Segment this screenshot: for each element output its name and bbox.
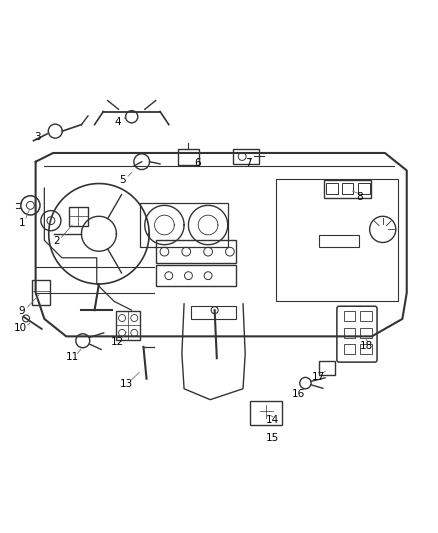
Text: 9: 9 — [18, 306, 25, 316]
Text: 3: 3 — [35, 132, 41, 142]
Bar — [342, 183, 353, 195]
Bar — [360, 311, 372, 321]
Bar — [360, 344, 372, 354]
Text: 15: 15 — [265, 433, 279, 442]
Text: 12: 12 — [111, 337, 124, 346]
Text: 2: 2 — [53, 236, 60, 246]
Text: 11: 11 — [66, 352, 79, 362]
Bar — [324, 180, 371, 198]
Bar — [250, 400, 283, 425]
Bar — [177, 149, 199, 165]
Bar — [155, 240, 237, 263]
Bar — [69, 207, 88, 226]
Bar — [344, 311, 355, 321]
Text: 13: 13 — [120, 378, 133, 389]
Text: 17: 17 — [312, 372, 325, 382]
Bar — [326, 183, 338, 195]
Text: 5: 5 — [119, 175, 125, 185]
Text: 1: 1 — [18, 218, 25, 228]
Bar — [233, 149, 259, 164]
Bar — [32, 280, 49, 305]
Text: 14: 14 — [265, 415, 279, 425]
Bar — [319, 361, 335, 375]
Bar — [116, 311, 141, 340]
Text: 8: 8 — [356, 192, 363, 201]
Text: 18: 18 — [360, 341, 373, 351]
Bar — [155, 265, 237, 286]
Text: 16: 16 — [292, 389, 305, 399]
Bar — [141, 203, 228, 247]
Text: 6: 6 — [195, 158, 201, 168]
Bar — [344, 328, 355, 338]
Bar — [191, 306, 237, 319]
Bar — [360, 328, 372, 338]
Bar — [358, 183, 370, 195]
Text: 10: 10 — [14, 324, 27, 334]
Text: 4: 4 — [114, 117, 121, 126]
Bar — [344, 344, 355, 354]
Text: 7: 7 — [245, 158, 252, 168]
Bar — [319, 235, 359, 247]
